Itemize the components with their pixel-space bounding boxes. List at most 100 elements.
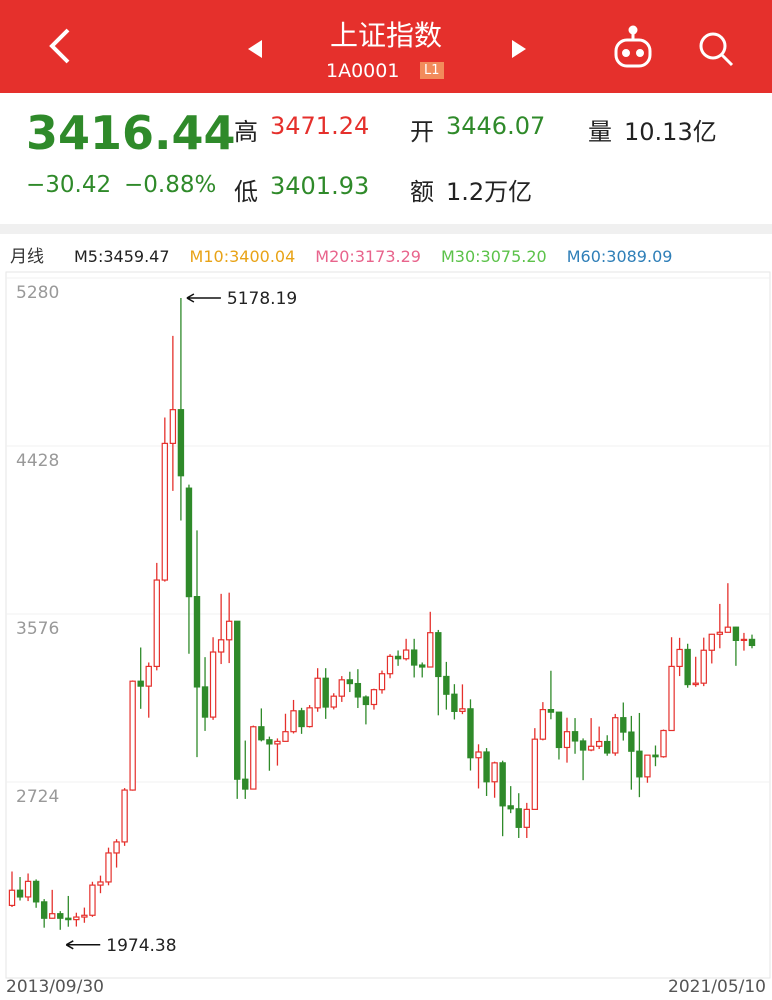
- search-button[interactable]: [699, 32, 734, 67]
- low-annotation: 1974.38: [106, 936, 176, 956]
- candle-body: [612, 717, 619, 754]
- candle-body: [370, 689, 378, 706]
- candle-body: [523, 808, 530, 828]
- candle-body: [354, 682, 362, 698]
- candle-body: [579, 740, 587, 751]
- low-arrow: [65, 940, 101, 950]
- candle-body: [748, 638, 756, 647]
- candle-body: [314, 677, 321, 709]
- ma-legend: M60:3089.09: [567, 247, 673, 266]
- candle-body: [644, 754, 651, 778]
- candle-body: [169, 409, 177, 444]
- candle-body: [322, 677, 329, 708]
- candle-body: [32, 880, 40, 903]
- candle-body: [145, 665, 152, 687]
- candle-body: [515, 808, 522, 828]
- candle-body: [402, 649, 410, 660]
- candle-body: [362, 696, 370, 706]
- amount-label: 额: [410, 178, 434, 206]
- ma-legend: M20:3173.29: [315, 247, 421, 266]
- y-tick-label: 3576: [16, 619, 59, 639]
- candle-body: [724, 626, 732, 633]
- candle-body: [105, 852, 112, 883]
- candle-body: [467, 708, 474, 759]
- candle-body: [378, 673, 386, 691]
- low-value: 3401.93: [270, 172, 370, 200]
- candle-body: [298, 710, 305, 728]
- candle-body: [531, 738, 539, 810]
- candle-body: [636, 750, 643, 778]
- candle-body: [708, 633, 715, 651]
- prev-button[interactable]: [248, 40, 262, 58]
- candle-body: [394, 655, 402, 660]
- candle-body: [8, 889, 16, 907]
- candle-body: [419, 664, 426, 668]
- back-button[interactable]: [49, 28, 70, 64]
- candle-body: [49, 913, 56, 919]
- candle-body: [129, 680, 136, 791]
- stock-code: 1A0001: [326, 60, 400, 82]
- candle-body: [266, 739, 273, 745]
- candle-body: [330, 695, 337, 708]
- candle-body: [242, 778, 249, 790]
- candle-body: [459, 708, 466, 712]
- candle-body: [89, 884, 96, 916]
- candle-body: [732, 626, 740, 641]
- candle-body: [97, 881, 104, 886]
- candle-body: [668, 665, 675, 732]
- page-title: 上证指数: [329, 19, 442, 52]
- candle-body: [475, 751, 482, 759]
- ma-legend: M30:3075.20: [441, 247, 547, 266]
- candle-body: [539, 709, 547, 740]
- volume-value: 10.13亿: [624, 118, 717, 146]
- candle-body: [250, 726, 257, 790]
- candle-body: [587, 745, 595, 751]
- top-bar: 上证指数 1A0001 L1: [0, 0, 772, 93]
- change: −30.42: [26, 172, 112, 198]
- candle-body: [306, 707, 313, 728]
- candle-body: [185, 487, 193, 598]
- x-start-label: 2013/09/30: [6, 977, 104, 997]
- period-label: 月线: [10, 247, 44, 267]
- next-button[interactable]: [512, 40, 526, 58]
- candle-body: [620, 717, 627, 733]
- candle-body: [684, 648, 691, 686]
- candle-body: [153, 579, 160, 668]
- candle-body: [499, 762, 506, 807]
- candle-body: [491, 762, 498, 783]
- candle-body: [113, 841, 120, 854]
- x-end-label: 2021/05/10: [668, 977, 766, 997]
- separator: [0, 224, 772, 234]
- candle-body: [604, 740, 611, 754]
- candle-body: [547, 709, 555, 713]
- candle-body: [346, 679, 354, 685]
- candle-body: [692, 682, 699, 686]
- candle-body: [209, 651, 217, 718]
- candle-body: [73, 916, 80, 921]
- candle-body: [555, 711, 563, 749]
- candle-body: [65, 917, 72, 921]
- candle-body: [740, 638, 748, 642]
- level-badge: L1: [420, 62, 444, 79]
- candle-body: [177, 409, 185, 477]
- candle-body: [282, 731, 289, 742]
- candle-body: [451, 693, 458, 712]
- candle-body: [435, 632, 442, 678]
- low-label: 低: [234, 178, 258, 206]
- open-label: 开: [410, 118, 434, 146]
- candle-body: [628, 731, 635, 752]
- high-label: 高: [234, 118, 258, 146]
- y-tick-label: 2724: [16, 787, 59, 807]
- high-annotation: 5178.19: [227, 289, 297, 309]
- candle-body: [290, 710, 297, 733]
- amount-value: 1.2万亿: [446, 178, 533, 206]
- robot-button[interactable]: [614, 25, 652, 68]
- ma-legend: M10:3400.04: [190, 247, 296, 266]
- candle-body: [217, 639, 225, 653]
- candle-body: [274, 740, 281, 745]
- candle-body: [193, 596, 201, 688]
- candle-body: [57, 913, 64, 919]
- candle-body: [700, 649, 707, 684]
- y-tick-label: 5280: [16, 283, 59, 303]
